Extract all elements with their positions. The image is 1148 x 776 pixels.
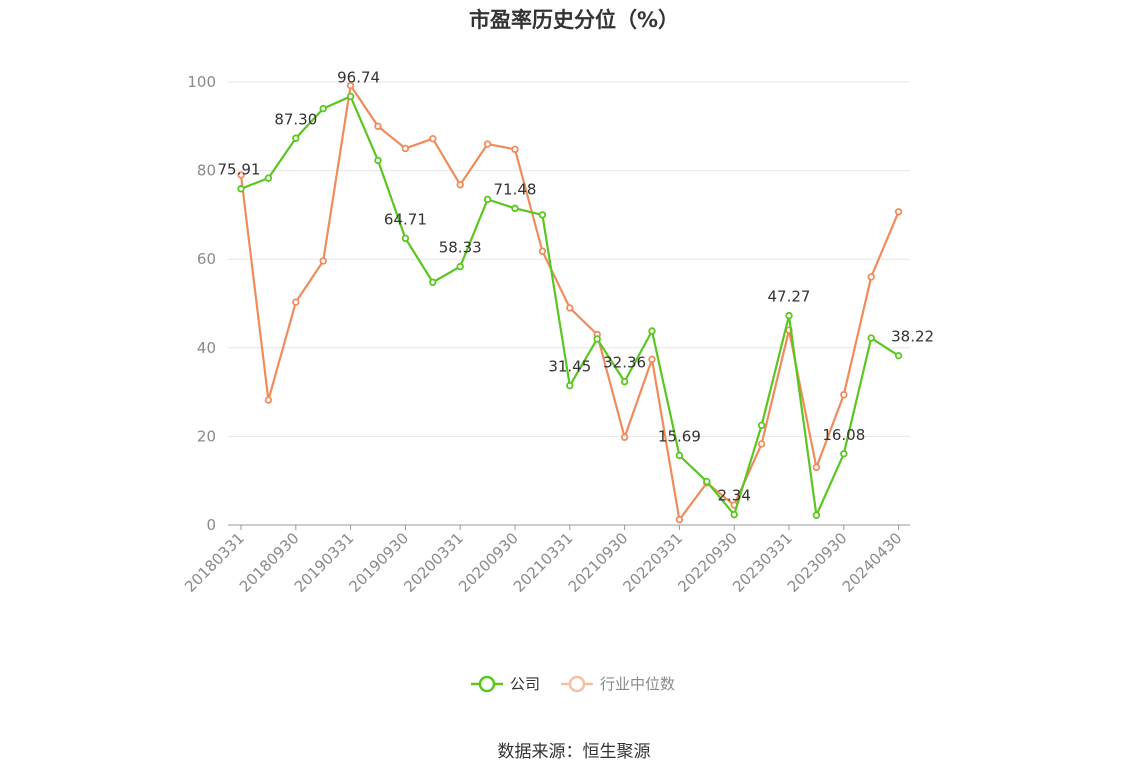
data-label: 87.30 bbox=[274, 110, 317, 128]
data-point bbox=[840, 391, 848, 399]
data-point bbox=[538, 211, 547, 219]
y-tick-label: 0 bbox=[206, 516, 216, 534]
y-tick-label: 60 bbox=[197, 250, 216, 268]
legend-label: 行业中位数 bbox=[600, 675, 675, 693]
data-point bbox=[292, 298, 300, 306]
data-point bbox=[867, 334, 875, 342]
data-label: 32.36 bbox=[603, 354, 646, 372]
data-labels: 75.91 87.30 96.74 64.71 58.33 71.48 31.45 32.36… bbox=[218, 68, 935, 504]
data-point bbox=[292, 134, 300, 142]
data-point bbox=[675, 451, 684, 460]
legend-marker bbox=[478, 675, 496, 693]
data-point bbox=[593, 335, 601, 343]
data-point bbox=[456, 262, 464, 271]
data-point bbox=[867, 273, 875, 281]
axes: 0204060801002018033120180930201903312019… bbox=[181, 73, 910, 596]
data-point bbox=[894, 208, 903, 216]
data-point bbox=[374, 122, 382, 130]
data-point bbox=[785, 311, 793, 320]
data-point bbox=[648, 355, 656, 364]
chart-title: 市盈率历史分位（%） bbox=[468, 8, 680, 32]
data-point bbox=[483, 195, 492, 204]
data-label: 31.45 bbox=[548, 358, 591, 376]
data-point bbox=[620, 433, 629, 441]
data-point bbox=[538, 247, 547, 255]
data-point bbox=[812, 511, 821, 519]
y-tick-label: 80 bbox=[197, 162, 216, 180]
data-point bbox=[237, 185, 245, 193]
data-point bbox=[566, 304, 574, 312]
data-label: 96.74 bbox=[337, 68, 380, 86]
legend-item bbox=[471, 675, 503, 693]
data-point bbox=[456, 181, 464, 189]
x-tick-label: 20240430 bbox=[839, 529, 906, 596]
data-point bbox=[264, 396, 273, 404]
data-label: 58.33 bbox=[439, 239, 482, 257]
data-point bbox=[429, 278, 437, 286]
data-label: 16.08 bbox=[822, 426, 865, 444]
legend-item bbox=[561, 675, 593, 693]
data-label: 75.91 bbox=[218, 161, 261, 179]
data-point bbox=[840, 450, 848, 458]
data-point bbox=[620, 377, 629, 386]
data-point bbox=[648, 327, 656, 335]
data-point bbox=[346, 81, 355, 90]
series-lines bbox=[237, 81, 903, 524]
data-point bbox=[511, 204, 519, 213]
data-point bbox=[812, 463, 821, 472]
data-label: 38.22 bbox=[891, 328, 934, 346]
data-label: 2.34 bbox=[717, 487, 750, 505]
y-tick-label: 40 bbox=[197, 339, 216, 357]
data-point bbox=[703, 477, 711, 486]
data-point bbox=[511, 145, 519, 154]
data-point bbox=[401, 144, 410, 153]
grid-lines bbox=[228, 81, 910, 437]
data-point bbox=[319, 257, 327, 265]
data-point bbox=[264, 174, 273, 182]
data-point bbox=[401, 234, 410, 243]
data-point bbox=[319, 104, 327, 113]
y-tick-label: 100 bbox=[187, 73, 216, 91]
data-point bbox=[730, 510, 738, 519]
data-point bbox=[757, 421, 766, 430]
data-label: 47.27 bbox=[768, 288, 811, 306]
data-label: 64.71 bbox=[384, 210, 427, 228]
data-point bbox=[483, 140, 492, 148]
data-label: 15.69 bbox=[658, 427, 701, 445]
legend-marker bbox=[568, 675, 586, 693]
legend-label: 公司 bbox=[510, 675, 540, 693]
data-point bbox=[894, 351, 903, 360]
data-point bbox=[374, 156, 382, 165]
source-note: 数据来源：恒生聚源 bbox=[497, 742, 651, 762]
data-point bbox=[429, 135, 437, 143]
data-point bbox=[757, 440, 766, 448]
y-tick-label: 20 bbox=[197, 427, 216, 445]
data-point bbox=[675, 515, 684, 524]
data-label: 71.48 bbox=[494, 180, 537, 198]
data-point bbox=[237, 171, 245, 179]
data-point bbox=[346, 92, 355, 101]
legend: 公司 行业中位数 bbox=[471, 675, 675, 693]
data-point bbox=[566, 381, 574, 390]
